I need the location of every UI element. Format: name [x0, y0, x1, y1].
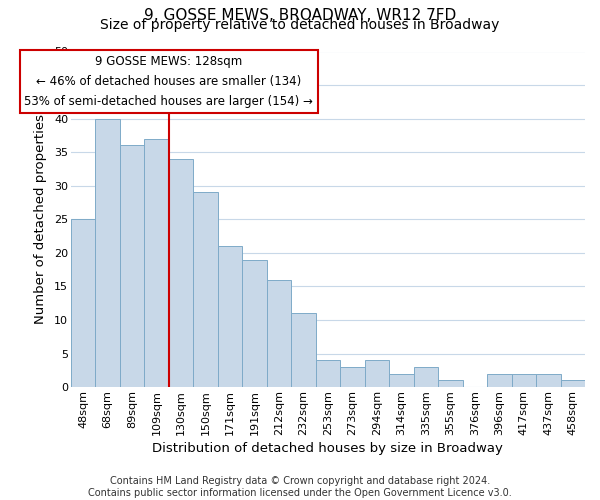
- Bar: [145, 139, 169, 387]
- Bar: [316, 360, 340, 387]
- Bar: [487, 374, 512, 387]
- X-axis label: Distribution of detached houses by size in Broadway: Distribution of detached houses by size …: [152, 442, 503, 455]
- Text: Contains HM Land Registry data © Crown copyright and database right 2024.
Contai: Contains HM Land Registry data © Crown c…: [88, 476, 512, 498]
- Bar: [242, 260, 267, 387]
- Text: 9 GOSSE MEWS: 128sqm
← 46% of detached houses are smaller (134)
53% of semi-deta: 9 GOSSE MEWS: 128sqm ← 46% of detached h…: [25, 55, 313, 108]
- Bar: [365, 360, 389, 387]
- Bar: [291, 314, 316, 387]
- Bar: [267, 280, 291, 387]
- Y-axis label: Number of detached properties: Number of detached properties: [34, 114, 47, 324]
- Text: 9, GOSSE MEWS, BROADWAY, WR12 7FD: 9, GOSSE MEWS, BROADWAY, WR12 7FD: [144, 8, 456, 22]
- Bar: [218, 246, 242, 387]
- Bar: [536, 374, 560, 387]
- Bar: [95, 118, 120, 387]
- Bar: [560, 380, 585, 387]
- Bar: [193, 192, 218, 387]
- Bar: [413, 367, 438, 387]
- Bar: [512, 374, 536, 387]
- Text: Size of property relative to detached houses in Broadway: Size of property relative to detached ho…: [100, 18, 500, 32]
- Bar: [120, 146, 145, 387]
- Bar: [389, 374, 413, 387]
- Bar: [71, 220, 95, 387]
- Bar: [169, 159, 193, 387]
- Bar: [340, 367, 365, 387]
- Bar: [438, 380, 463, 387]
